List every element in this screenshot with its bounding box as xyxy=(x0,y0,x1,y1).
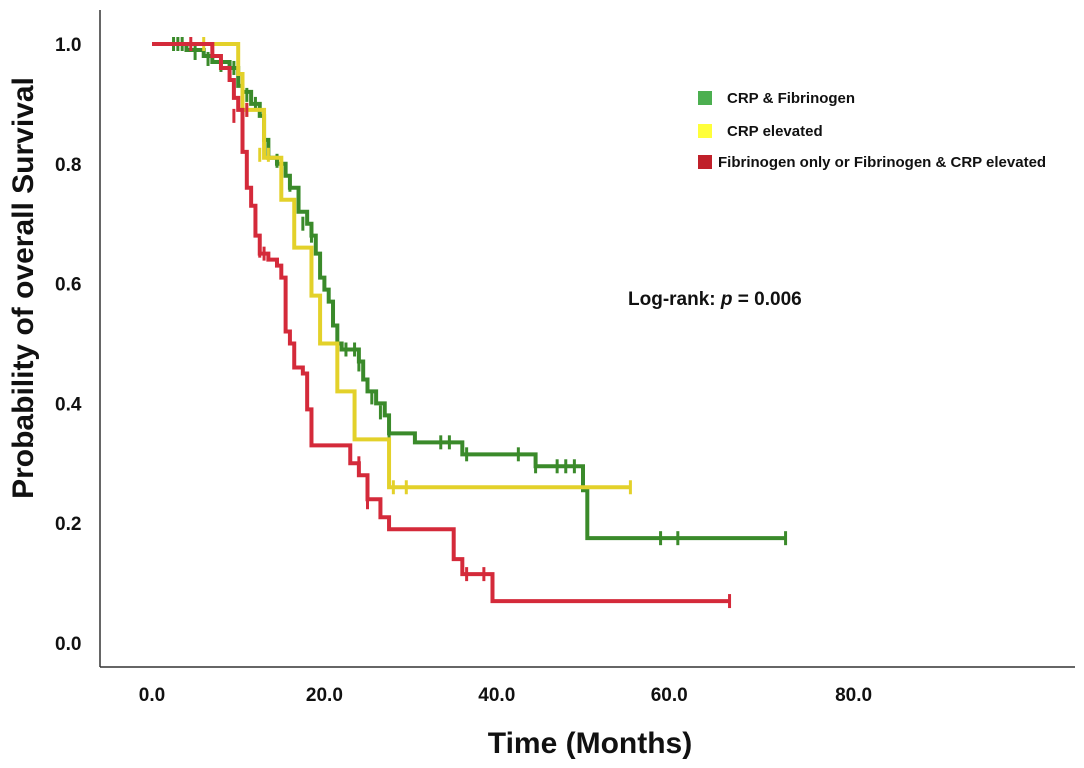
series-line xyxy=(152,42,631,490)
legend: CRP & Fibrinogen CRP elevated Fibrinogen o… xyxy=(698,90,1046,171)
x-tick-label: 40.0 xyxy=(478,685,515,706)
survival-curves xyxy=(152,37,788,609)
legend-swatch xyxy=(698,91,712,105)
series-group xyxy=(152,37,732,609)
y-tick-label: 0.6 xyxy=(55,275,81,296)
y-tick-label: 0.0 xyxy=(55,634,81,655)
series-line xyxy=(152,42,730,604)
y-axis-title: Probability of overall Survival xyxy=(7,77,40,499)
y-tick-label: 0.8 xyxy=(55,155,81,176)
legend-swatch xyxy=(698,155,712,169)
annotation-prefix: Log-rank: xyxy=(628,289,721,310)
y-tick-label: 1.0 xyxy=(55,35,81,56)
annotation-value: = 0.006 xyxy=(733,289,802,310)
legend-label: Fibrinogen only or Fibrinogen & CRP elev… xyxy=(718,154,1046,171)
x-tick-label: 60.0 xyxy=(651,685,688,706)
annotation-p: p xyxy=(720,289,733,310)
log-rank-annotation: Log-rank: p = 0.006 xyxy=(628,289,802,310)
x-tick-label: 20.0 xyxy=(306,685,343,706)
y-tick-label: 0.2 xyxy=(55,514,81,535)
axes: 0.0 20.0 40.0 60.0 80.0 0.0 0.2 0.4 0.6 0.8 1.0 xyxy=(55,10,1075,706)
legend-label: CRP & Fibrinogen xyxy=(727,90,855,107)
legend-swatch xyxy=(698,124,712,138)
series-group xyxy=(152,37,632,495)
x-tick-label: 0.0 xyxy=(139,685,165,706)
legend-label: CRP elevated xyxy=(727,123,823,140)
x-tick-label: 80.0 xyxy=(835,685,872,706)
x-axis-title: Time (Months) xyxy=(488,727,692,760)
y-tick-label: 0.4 xyxy=(55,394,82,415)
